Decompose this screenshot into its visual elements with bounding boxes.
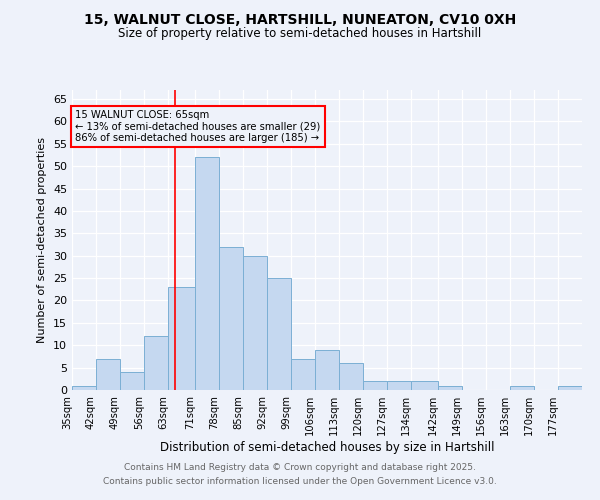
Bar — [168, 287, 195, 390]
Text: 15, WALNUT CLOSE, HARTSHILL, NUNEATON, CV10 0XH: 15, WALNUT CLOSE, HARTSHILL, NUNEATON, C… — [84, 12, 516, 26]
Text: 15 WALNUT CLOSE: 65sqm
← 13% of semi-detached houses are smaller (29)
86% of sem: 15 WALNUT CLOSE: 65sqm ← 13% of semi-det… — [76, 110, 320, 144]
Bar — [510, 386, 534, 390]
Bar — [387, 381, 411, 390]
Bar — [267, 278, 291, 390]
X-axis label: Distribution of semi-detached houses by size in Hartshill: Distribution of semi-detached houses by … — [160, 441, 494, 454]
Bar — [195, 157, 219, 390]
Bar — [219, 246, 243, 390]
Text: Size of property relative to semi-detached houses in Hartshill: Size of property relative to semi-detach… — [118, 28, 482, 40]
Bar — [243, 256, 267, 390]
Bar — [558, 386, 582, 390]
Y-axis label: Number of semi-detached properties: Number of semi-detached properties — [37, 137, 47, 343]
Bar — [96, 358, 120, 390]
Bar — [120, 372, 144, 390]
Bar — [291, 358, 315, 390]
Text: Contains HM Land Registry data © Crown copyright and database right 2025.: Contains HM Land Registry data © Crown c… — [124, 464, 476, 472]
Bar — [438, 386, 462, 390]
Bar — [144, 336, 168, 390]
Bar — [339, 363, 363, 390]
Bar — [363, 381, 387, 390]
Bar — [411, 381, 438, 390]
Bar — [72, 386, 96, 390]
Bar — [315, 350, 339, 390]
Text: Contains public sector information licensed under the Open Government Licence v3: Contains public sector information licen… — [103, 477, 497, 486]
